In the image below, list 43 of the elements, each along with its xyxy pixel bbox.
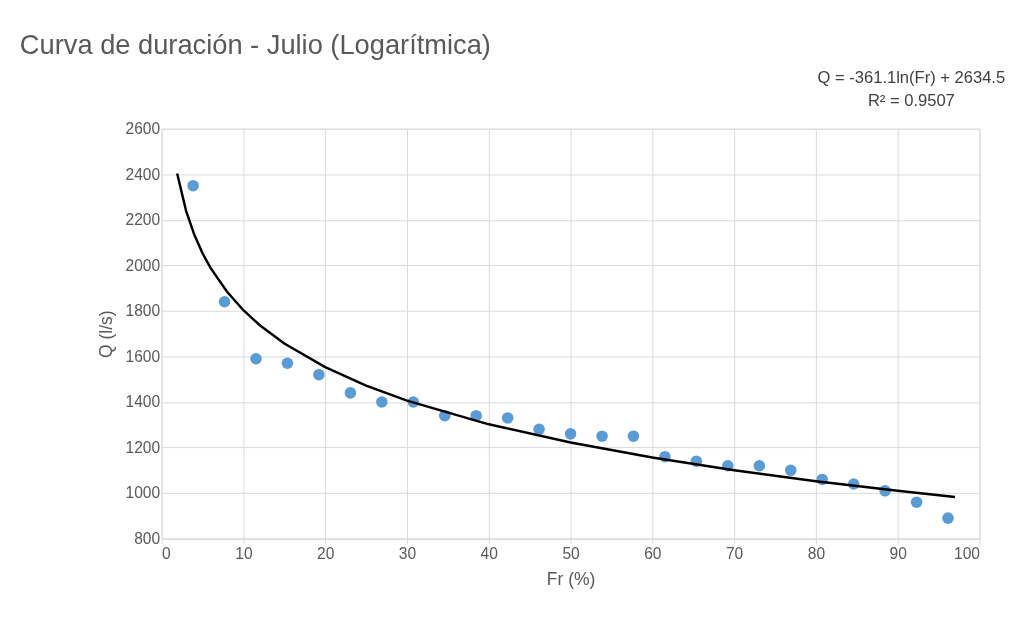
x-tick-label: 90 bbox=[889, 544, 908, 562]
point bbox=[501, 412, 514, 424]
y-tick-label: 2400 bbox=[125, 165, 161, 183]
point bbox=[784, 464, 797, 477]
point bbox=[753, 460, 766, 472]
y-tick-label: 1600 bbox=[125, 347, 161, 365]
x-tick-label: 10 bbox=[235, 544, 253, 562]
y-axis-title: Q (l/s) bbox=[95, 310, 116, 358]
y-tick-label: 1200 bbox=[125, 438, 161, 456]
x-tick-label: 100 bbox=[954, 544, 981, 562]
text: R² = 0.9507 bbox=[867, 91, 955, 111]
x-tick-label: 40 bbox=[480, 544, 499, 562]
y-tick-label: 1800 bbox=[125, 302, 161, 320]
point bbox=[344, 387, 357, 399]
point bbox=[187, 179, 199, 192]
x-tick-label: 50 bbox=[562, 544, 581, 562]
x-tick-label: 70 bbox=[725, 544, 744, 562]
point bbox=[910, 496, 923, 508]
y-tick-label: 2000 bbox=[125, 256, 161, 274]
point bbox=[218, 296, 231, 308]
y-tick-label: 1400 bbox=[125, 393, 161, 411]
y-tick-label: 2600 bbox=[125, 120, 161, 138]
point bbox=[281, 357, 294, 370]
line-series bbox=[175, 172, 957, 499]
point bbox=[942, 512, 954, 524]
y-tick-label: 2200 bbox=[125, 211, 161, 229]
text: Q = -361.1ln(Fr) + 2634.5 bbox=[817, 67, 1006, 87]
point bbox=[376, 396, 388, 408]
x-axis-title: Fr (%) bbox=[546, 568, 596, 589]
x-tick-label: 80 bbox=[807, 544, 826, 562]
point bbox=[596, 430, 608, 442]
x-tick-label: 30 bbox=[398, 544, 417, 562]
x-tick-label: 20 bbox=[317, 544, 335, 562]
point bbox=[564, 428, 577, 440]
x-tick-label: 60 bbox=[644, 544, 662, 562]
point bbox=[313, 368, 325, 381]
point bbox=[250, 352, 262, 365]
chart-title: Curva de duración - Julio (Logarítmica) bbox=[19, 28, 491, 60]
point bbox=[627, 430, 640, 442]
point bbox=[533, 423, 545, 436]
y-tick-label: 1000 bbox=[125, 484, 161, 502]
x-tick-label: 0 bbox=[162, 544, 172, 562]
y-tick-label: 800 bbox=[134, 529, 161, 547]
